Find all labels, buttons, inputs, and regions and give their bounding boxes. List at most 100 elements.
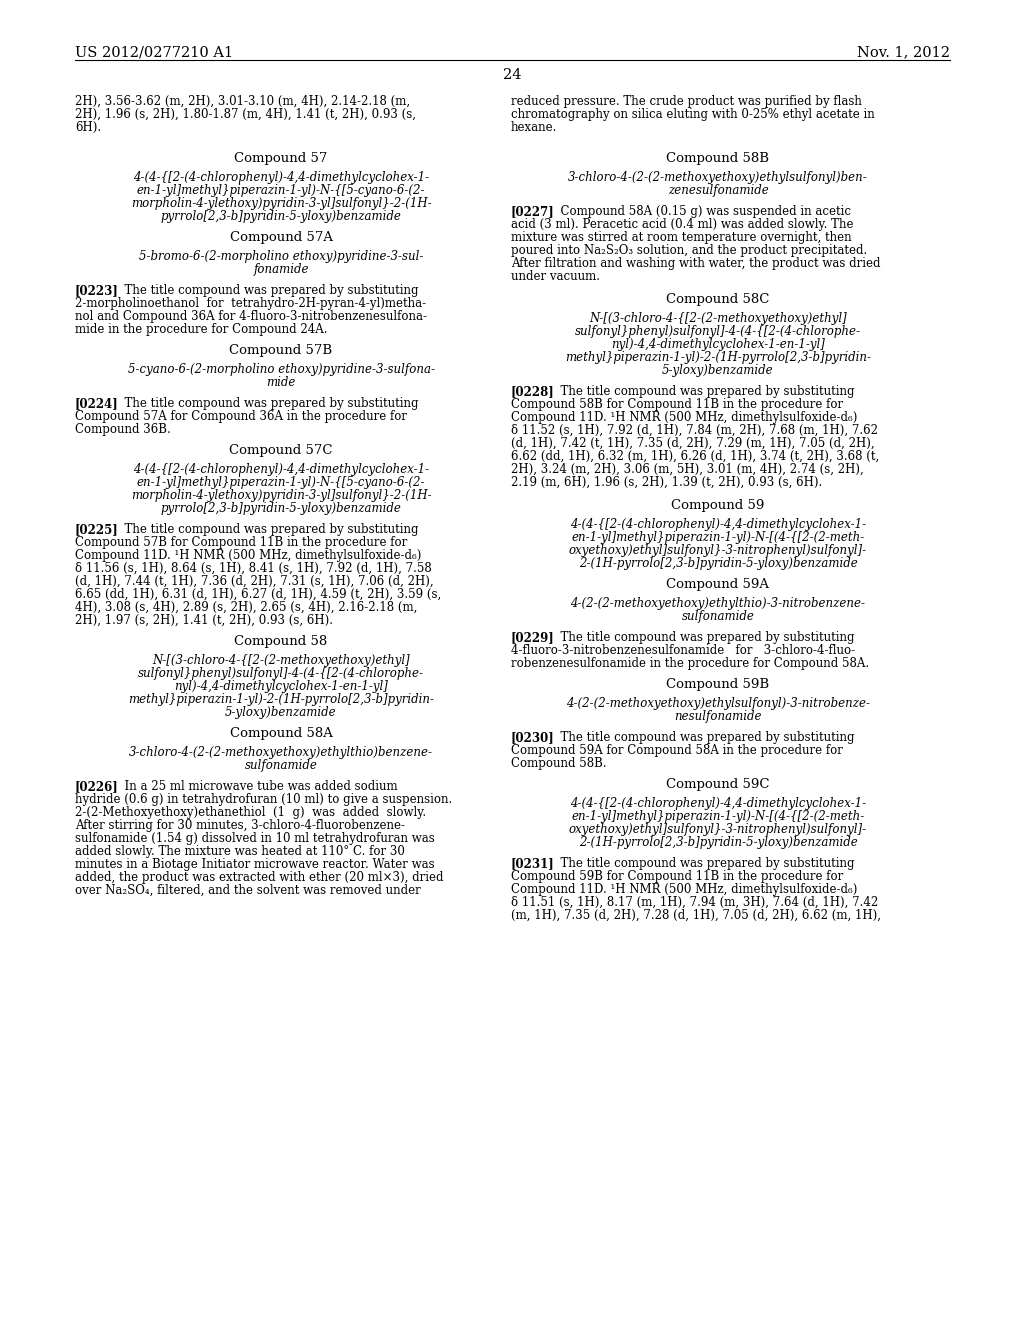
Text: 2.19 (m, 6H), 1.96 (s, 2H), 1.39 (t, 2H), 0.93 (s, 6H).: 2.19 (m, 6H), 1.96 (s, 2H), 1.39 (t, 2H)… [511, 477, 822, 488]
Text: US 2012/0277210 A1: US 2012/0277210 A1 [75, 45, 233, 59]
Text: The title compound was prepared by substituting: The title compound was prepared by subst… [117, 523, 419, 536]
Text: (d, 1H), 7.42 (t, 1H), 7.35 (d, 2H), 7.29 (m, 1H), 7.05 (d, 2H),: (d, 1H), 7.42 (t, 1H), 7.35 (d, 2H), 7.2… [511, 437, 874, 450]
Text: (m, 1H), 7.35 (d, 2H), 7.28 (d, 1H), 7.05 (d, 2H), 6.62 (m, 1H),: (m, 1H), 7.35 (d, 2H), 7.28 (d, 1H), 7.0… [511, 909, 881, 921]
Text: 4-(4-{[2-(4-chlorophenyl)-4,4-dimethylcyclohex-1-: 4-(4-{[2-(4-chlorophenyl)-4,4-dimethylcy… [570, 517, 866, 531]
Text: Compound 57B for Compound 11B in the procedure for: Compound 57B for Compound 11B in the pro… [75, 536, 408, 549]
Text: 4-fluoro-3-nitrobenzenesulfonamide   for   3-chloro-4-fluo-: 4-fluoro-3-nitrobenzenesulfonamide for 3… [511, 644, 855, 657]
Text: In a 25 ml microwave tube was added sodium: In a 25 ml microwave tube was added sodi… [117, 780, 397, 793]
Text: Compound 59C: Compound 59C [667, 777, 770, 791]
Text: [0224]: [0224] [75, 397, 119, 411]
Text: 2H), 3.24 (m, 2H), 3.06 (m, 5H), 3.01 (m, 4H), 2.74 (s, 2H),: 2H), 3.24 (m, 2H), 3.06 (m, 5H), 3.01 (m… [511, 463, 864, 477]
Text: oxyethoxy)ethyl]sulfonyl}-3-nitrophenyl)sulfonyl]-: oxyethoxy)ethyl]sulfonyl}-3-nitrophenyl)… [569, 544, 867, 557]
Text: sulfonamide: sulfonamide [245, 759, 317, 772]
Text: Compound 57C: Compound 57C [229, 444, 333, 457]
Text: The title compound was prepared by substituting: The title compound was prepared by subst… [553, 857, 854, 870]
Text: Compound 57B: Compound 57B [229, 345, 333, 356]
Text: Compound 36B.: Compound 36B. [75, 422, 171, 436]
Text: 2H), 1.97 (s, 2H), 1.41 (t, 2H), 0.93 (s, 6H).: 2H), 1.97 (s, 2H), 1.41 (t, 2H), 0.93 (s… [75, 614, 333, 627]
Text: nyl)-4,4-dimethylcyclohex-1-en-1-yl]: nyl)-4,4-dimethylcyclohex-1-en-1-yl] [174, 680, 388, 693]
Text: minutes in a Biotage Initiator microwave reactor. Water was: minutes in a Biotage Initiator microwave… [75, 858, 434, 871]
Text: 2-(2-Methoxyethoxy)ethanethiol  (1  g)  was  added  slowly.: 2-(2-Methoxyethoxy)ethanethiol (1 g) was… [75, 807, 426, 818]
Text: en-1-yl]methyl}piperazin-1-yl)-N-[(4-{[2-(2-meth-: en-1-yl]methyl}piperazin-1-yl)-N-[(4-{[2… [571, 810, 864, 822]
Text: nesulfonamide: nesulfonamide [674, 710, 762, 723]
Text: hydride (0.6 g) in tetrahydrofuran (10 ml) to give a suspension.: hydride (0.6 g) in tetrahydrofuran (10 m… [75, 793, 453, 807]
Text: Compound 11D. ¹H NMR (500 MHz, dimethylsulfoxide-d₆): Compound 11D. ¹H NMR (500 MHz, dimethyls… [511, 883, 857, 896]
Text: zenesulfonamide: zenesulfonamide [668, 183, 768, 197]
Text: nyl)-4,4-dimethylcyclohex-1-en-1-yl]: nyl)-4,4-dimethylcyclohex-1-en-1-yl] [611, 338, 825, 351]
Text: mide: mide [266, 376, 296, 389]
Text: 24: 24 [503, 69, 521, 82]
Text: δ 11.52 (s, 1H), 7.92 (d, 1H), 7.84 (m, 2H), 7.68 (m, 1H), 7.62: δ 11.52 (s, 1H), 7.92 (d, 1H), 7.84 (m, … [511, 424, 878, 437]
Text: sulfonamide: sulfonamide [682, 610, 755, 623]
Text: Compound 58B for Compound 11B in the procedure for: Compound 58B for Compound 11B in the pro… [511, 399, 843, 411]
Text: [0228]: [0228] [511, 385, 555, 399]
Text: Compound 58C: Compound 58C [667, 293, 770, 306]
Text: [0226]: [0226] [75, 780, 119, 793]
Text: over Na₂SO₄, filtered, and the solvent was removed under: over Na₂SO₄, filtered, and the solvent w… [75, 884, 421, 898]
Text: 4-(4-{[2-(4-chlorophenyl)-4,4-dimethylcyclohex-1-: 4-(4-{[2-(4-chlorophenyl)-4,4-dimethylcy… [133, 172, 429, 183]
Text: added, the product was extracted with ether (20 ml×3), dried: added, the product was extracted with et… [75, 871, 443, 884]
Text: sulfonyl}phenyl)sulfonyl]-4-(4-{[2-(4-chlorophe-: sulfonyl}phenyl)sulfonyl]-4-(4-{[2-(4-ch… [138, 667, 424, 680]
Text: pyrrolo[2,3-b]pyridin-5-yloxy)benzamide: pyrrolo[2,3-b]pyridin-5-yloxy)benzamide [161, 210, 401, 223]
Text: oxyethoxy)ethyl]sulfonyl}-3-nitrophenyl)sulfonyl]-: oxyethoxy)ethyl]sulfonyl}-3-nitrophenyl)… [569, 822, 867, 836]
Text: mixture was stirred at room temperature overnight, then: mixture was stirred at room temperature … [511, 231, 852, 244]
Text: sulfonyl}phenyl)sulfonyl]-4-(4-{[2-(4-chlorophe-: sulfonyl}phenyl)sulfonyl]-4-(4-{[2-(4-ch… [575, 325, 861, 338]
Text: N-[(3-chloro-4-{[2-(2-methoxyethoxy)ethyl]: N-[(3-chloro-4-{[2-(2-methoxyethoxy)ethy… [589, 312, 847, 325]
Text: The title compound was prepared by substituting: The title compound was prepared by subst… [117, 397, 419, 411]
Text: 2-morpholinoethanol  for  tetrahydro-2H-pyran-4-yl)metha-: 2-morpholinoethanol for tetrahydro-2H-py… [75, 297, 426, 310]
Text: 4H), 3.08 (s, 4H), 2.89 (s, 2H), 2.65 (s, 4H), 2.16-2.18 (m,: 4H), 3.08 (s, 4H), 2.89 (s, 2H), 2.65 (s… [75, 601, 418, 614]
Text: Compound 57: Compound 57 [234, 152, 328, 165]
Text: After stirring for 30 minutes, 3-chloro-4-fluorobenzene-: After stirring for 30 minutes, 3-chloro-… [75, 818, 406, 832]
Text: 2-(1H-pyrrolo[2,3-b]pyridin-5-yloxy)benzamide: 2-(1H-pyrrolo[2,3-b]pyridin-5-yloxy)benz… [579, 836, 857, 849]
Text: Compound 58B.: Compound 58B. [511, 756, 606, 770]
Text: Compound 58B: Compound 58B [667, 152, 769, 165]
Text: Compound 58A (0.15 g) was suspended in acetic: Compound 58A (0.15 g) was suspended in a… [553, 205, 851, 218]
Text: fonamide: fonamide [253, 263, 309, 276]
Text: Compound 59: Compound 59 [672, 499, 765, 512]
Text: chromatography on silica eluting with 0-25% ethyl acetate in: chromatography on silica eluting with 0-… [511, 108, 874, 121]
Text: 5-bromo-6-(2-morpholino ethoxy)pyridine-3-sul-: 5-bromo-6-(2-morpholino ethoxy)pyridine-… [139, 249, 423, 263]
Text: reduced pressure. The crude product was purified by flash: reduced pressure. The crude product was … [511, 95, 862, 108]
Text: 6.65 (dd, 1H), 6.31 (d, 1H), 6.27 (d, 1H), 4.59 (t, 2H), 3.59 (s,: 6.65 (dd, 1H), 6.31 (d, 1H), 6.27 (d, 1H… [75, 587, 441, 601]
Text: [0230]: [0230] [511, 731, 555, 744]
Text: under vacuum.: under vacuum. [511, 271, 600, 282]
Text: Compound 59B for Compound 11B in the procedure for: Compound 59B for Compound 11B in the pro… [511, 870, 843, 883]
Text: [0229]: [0229] [511, 631, 555, 644]
Text: 5-cyano-6-(2-morpholino ethoxy)pyridine-3-sulfona-: 5-cyano-6-(2-morpholino ethoxy)pyridine-… [128, 363, 434, 376]
Text: Compound 59A: Compound 59A [667, 578, 769, 591]
Text: morpholin-4-ylethoxy)pyridin-3-yl]sulfonyl}-2-(1H-: morpholin-4-ylethoxy)pyridin-3-yl]sulfon… [131, 197, 431, 210]
Text: pyrrolo[2,3-b]pyridin-5-yloxy)benzamide: pyrrolo[2,3-b]pyridin-5-yloxy)benzamide [161, 502, 401, 515]
Text: nol and Compound 36A for 4-fluoro-3-nitrobenzenesulfona-: nol and Compound 36A for 4-fluoro-3-nitr… [75, 310, 427, 323]
Text: robenzenesulfonamide in the procedure for Compound 58A.: robenzenesulfonamide in the procedure fo… [511, 657, 869, 671]
Text: 2H), 1.96 (s, 2H), 1.80-1.87 (m, 4H), 1.41 (t, 2H), 0.93 (s,: 2H), 1.96 (s, 2H), 1.80-1.87 (m, 4H), 1.… [75, 108, 416, 121]
Text: 4-(4-{[2-(4-chlorophenyl)-4,4-dimethylcyclohex-1-: 4-(4-{[2-(4-chlorophenyl)-4,4-dimethylcy… [133, 463, 429, 477]
Text: 3-chloro-4-(2-(2-methoxyethoxy)ethylsulfonyl)ben-: 3-chloro-4-(2-(2-methoxyethoxy)ethylsulf… [568, 172, 868, 183]
Text: [0231]: [0231] [511, 857, 555, 870]
Text: en-1-yl]methyl}piperazin-1-yl)-N-{[5-cyano-6-(2-: en-1-yl]methyl}piperazin-1-yl)-N-{[5-cya… [137, 477, 425, 488]
Text: methyl}piperazin-1-yl)-2-(1H-pyrrolo[2,3-b]pyridin-: methyl}piperazin-1-yl)-2-(1H-pyrrolo[2,3… [128, 693, 434, 706]
Text: Compound 11D. ¹H NMR (500 MHz, dimethylsulfoxide-d₆): Compound 11D. ¹H NMR (500 MHz, dimethyls… [75, 549, 421, 562]
Text: en-1-yl]methyl}piperazin-1-yl)-N-[(4-{[2-(2-meth-: en-1-yl]methyl}piperazin-1-yl)-N-[(4-{[2… [571, 531, 864, 544]
Text: poured into Na₂S₂O₃ solution, and the product precipitated.: poured into Na₂S₂O₃ solution, and the pr… [511, 244, 867, 257]
Text: [0223]: [0223] [75, 284, 119, 297]
Text: hexane.: hexane. [511, 121, 557, 135]
Text: Compound 59B: Compound 59B [667, 678, 770, 690]
Text: sulfonamide (1.54 g) dissolved in 10 ml tetrahydrofuran was: sulfonamide (1.54 g) dissolved in 10 ml … [75, 832, 435, 845]
Text: 2-(1H-pyrrolo[2,3-b]pyridin-5-yloxy)benzamide: 2-(1H-pyrrolo[2,3-b]pyridin-5-yloxy)benz… [579, 557, 857, 570]
Text: Compound 59A for Compound 58A in the procedure for: Compound 59A for Compound 58A in the pro… [511, 744, 843, 756]
Text: 5-yloxy)benzamide: 5-yloxy)benzamide [225, 706, 337, 719]
Text: 4-(4-{[2-(4-chlorophenyl)-4,4-dimethylcyclohex-1-: 4-(4-{[2-(4-chlorophenyl)-4,4-dimethylcy… [570, 797, 866, 810]
Text: mide in the procedure for Compound 24A.: mide in the procedure for Compound 24A. [75, 323, 328, 337]
Text: Compound 57A for Compound 36A in the procedure for: Compound 57A for Compound 36A in the pro… [75, 411, 407, 422]
Text: 5-yloxy)benzamide: 5-yloxy)benzamide [663, 364, 774, 378]
Text: Compound 11D. ¹H NMR (500 MHz, dimethylsulfoxide-d₆): Compound 11D. ¹H NMR (500 MHz, dimethyls… [511, 411, 857, 424]
Text: 6H).: 6H). [75, 121, 101, 135]
Text: [0225]: [0225] [75, 523, 119, 536]
Text: Compound 58A: Compound 58A [229, 727, 333, 741]
Text: 2H), 3.56-3.62 (m, 2H), 3.01-3.10 (m, 4H), 2.14-2.18 (m,: 2H), 3.56-3.62 (m, 2H), 3.01-3.10 (m, 4H… [75, 95, 411, 108]
Text: 4-(2-(2-methoxyethoxy)ethylthio)-3-nitrobenzene-: 4-(2-(2-methoxyethoxy)ethylthio)-3-nitro… [570, 597, 865, 610]
Text: methyl}piperazin-1-yl)-2-(1H-pyrrolo[2,3-b]pyridin-: methyl}piperazin-1-yl)-2-(1H-pyrrolo[2,3… [565, 351, 871, 364]
Text: The title compound was prepared by substituting: The title compound was prepared by subst… [117, 284, 419, 297]
Text: 6.62 (dd, 1H), 6.32 (m, 1H), 6.26 (d, 1H), 3.74 (t, 2H), 3.68 (t,: 6.62 (dd, 1H), 6.32 (m, 1H), 6.26 (d, 1H… [511, 450, 880, 463]
Text: The title compound was prepared by substituting: The title compound was prepared by subst… [553, 631, 854, 644]
